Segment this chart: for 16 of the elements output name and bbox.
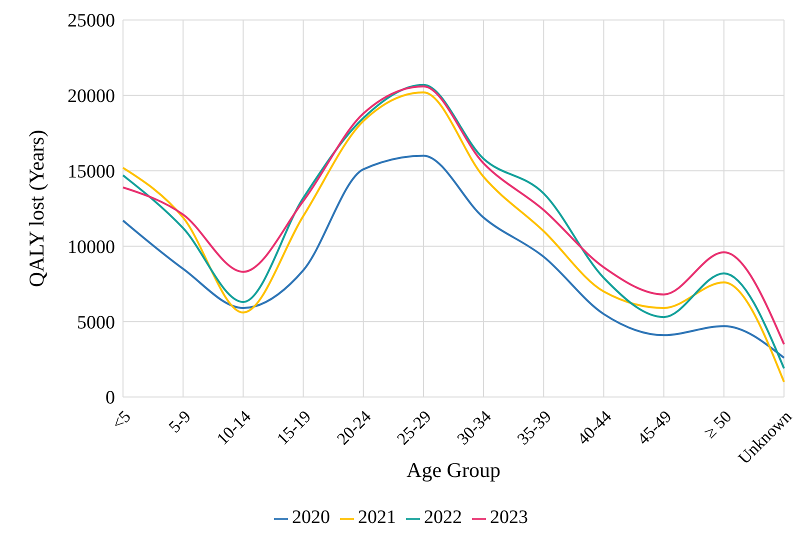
x-tick-label: 5-9 [164, 406, 194, 436]
x-axis-title: Age Group [406, 458, 500, 482]
y-tick-label: 15000 [68, 162, 115, 183]
legend-label: 2021 [358, 507, 396, 528]
y-tick-label: 5000 [77, 312, 115, 334]
line-series [122, 154, 785, 359]
y-tick-label: 0 [106, 388, 115, 409]
legend-label: 2023 [490, 507, 528, 528]
y-tick-label: 25000 [68, 10, 115, 32]
x-tick-label: ≥ 50 [700, 406, 736, 442]
legend-label: 2020 [292, 507, 330, 528]
y-axis-title: QALY lost (Years) [24, 130, 48, 288]
y-tick-label: 20000 [68, 86, 115, 108]
y-tick-label: 10000 [68, 236, 115, 258]
legend-label: 2022 [424, 507, 462, 528]
x-tick-label: <5 [108, 406, 134, 434]
